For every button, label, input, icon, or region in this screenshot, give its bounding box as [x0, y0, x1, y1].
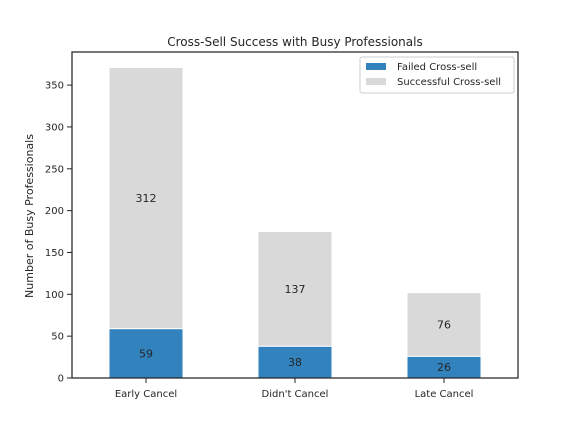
- y-tick-label: 300: [45, 122, 64, 133]
- bar-failed-cross-sell-1: [108, 328, 184, 379]
- bar-successful-cross-sell-3: [406, 292, 482, 357]
- bar-label-successful-cross-sell-1: 312: [136, 192, 157, 205]
- bars: 59 312 38 137 26 76: [108, 67, 482, 379]
- y-tick-label: 150: [45, 248, 64, 259]
- y-axis-label: Number of Busy Professionals: [23, 134, 36, 298]
- bar-label-failed-cross-sell-1: 59: [139, 347, 153, 360]
- legend-label-successful-cross-sell: Successful Cross-sell: [397, 77, 501, 88]
- chart-title: Cross-Sell Success with Busy Professiona…: [167, 35, 422, 49]
- y-tick-label: 250: [45, 164, 64, 175]
- y-tick-label: 50: [51, 332, 64, 343]
- x-tick-label: Early Cancel: [115, 389, 177, 400]
- plot-frame: [71, 51, 519, 379]
- y-tick-label: 200: [45, 206, 64, 217]
- legend: Failed Cross-sell Successful Cross-sell: [359, 56, 515, 94]
- y-tick-label: 350: [45, 81, 64, 92]
- legend-swatch-successful-cross-sell: [366, 78, 386, 85]
- y-tick-label: 100: [45, 290, 64, 301]
- bar-label-successful-cross-sell-3: 76: [437, 318, 451, 331]
- legend-swatch-failed-cross-sell: [366, 63, 386, 70]
- x-tick-label: Didn't Cancel: [262, 389, 329, 400]
- legend-box: [359, 56, 515, 94]
- bar-label-failed-cross-sell-2: 38: [288, 356, 302, 369]
- y-axis-ticks: 0 50 100 150 200 250 300 350: [45, 81, 72, 385]
- legend-label-failed-cross-sell: Failed Cross-sell: [397, 62, 477, 73]
- bar-successful-cross-sell-1: [108, 67, 184, 330]
- x-axis-ticks: Early Cancel Didn't Cancel Late Cancel: [115, 378, 474, 400]
- y-tick-label: 0: [58, 374, 64, 385]
- bar-label-failed-cross-sell-3: 26: [437, 361, 451, 374]
- bar-label-successful-cross-sell-2: 137: [285, 283, 306, 296]
- bar-successful-cross-sell-2: [257, 231, 333, 347]
- x-tick-label: Late Cancel: [415, 389, 474, 400]
